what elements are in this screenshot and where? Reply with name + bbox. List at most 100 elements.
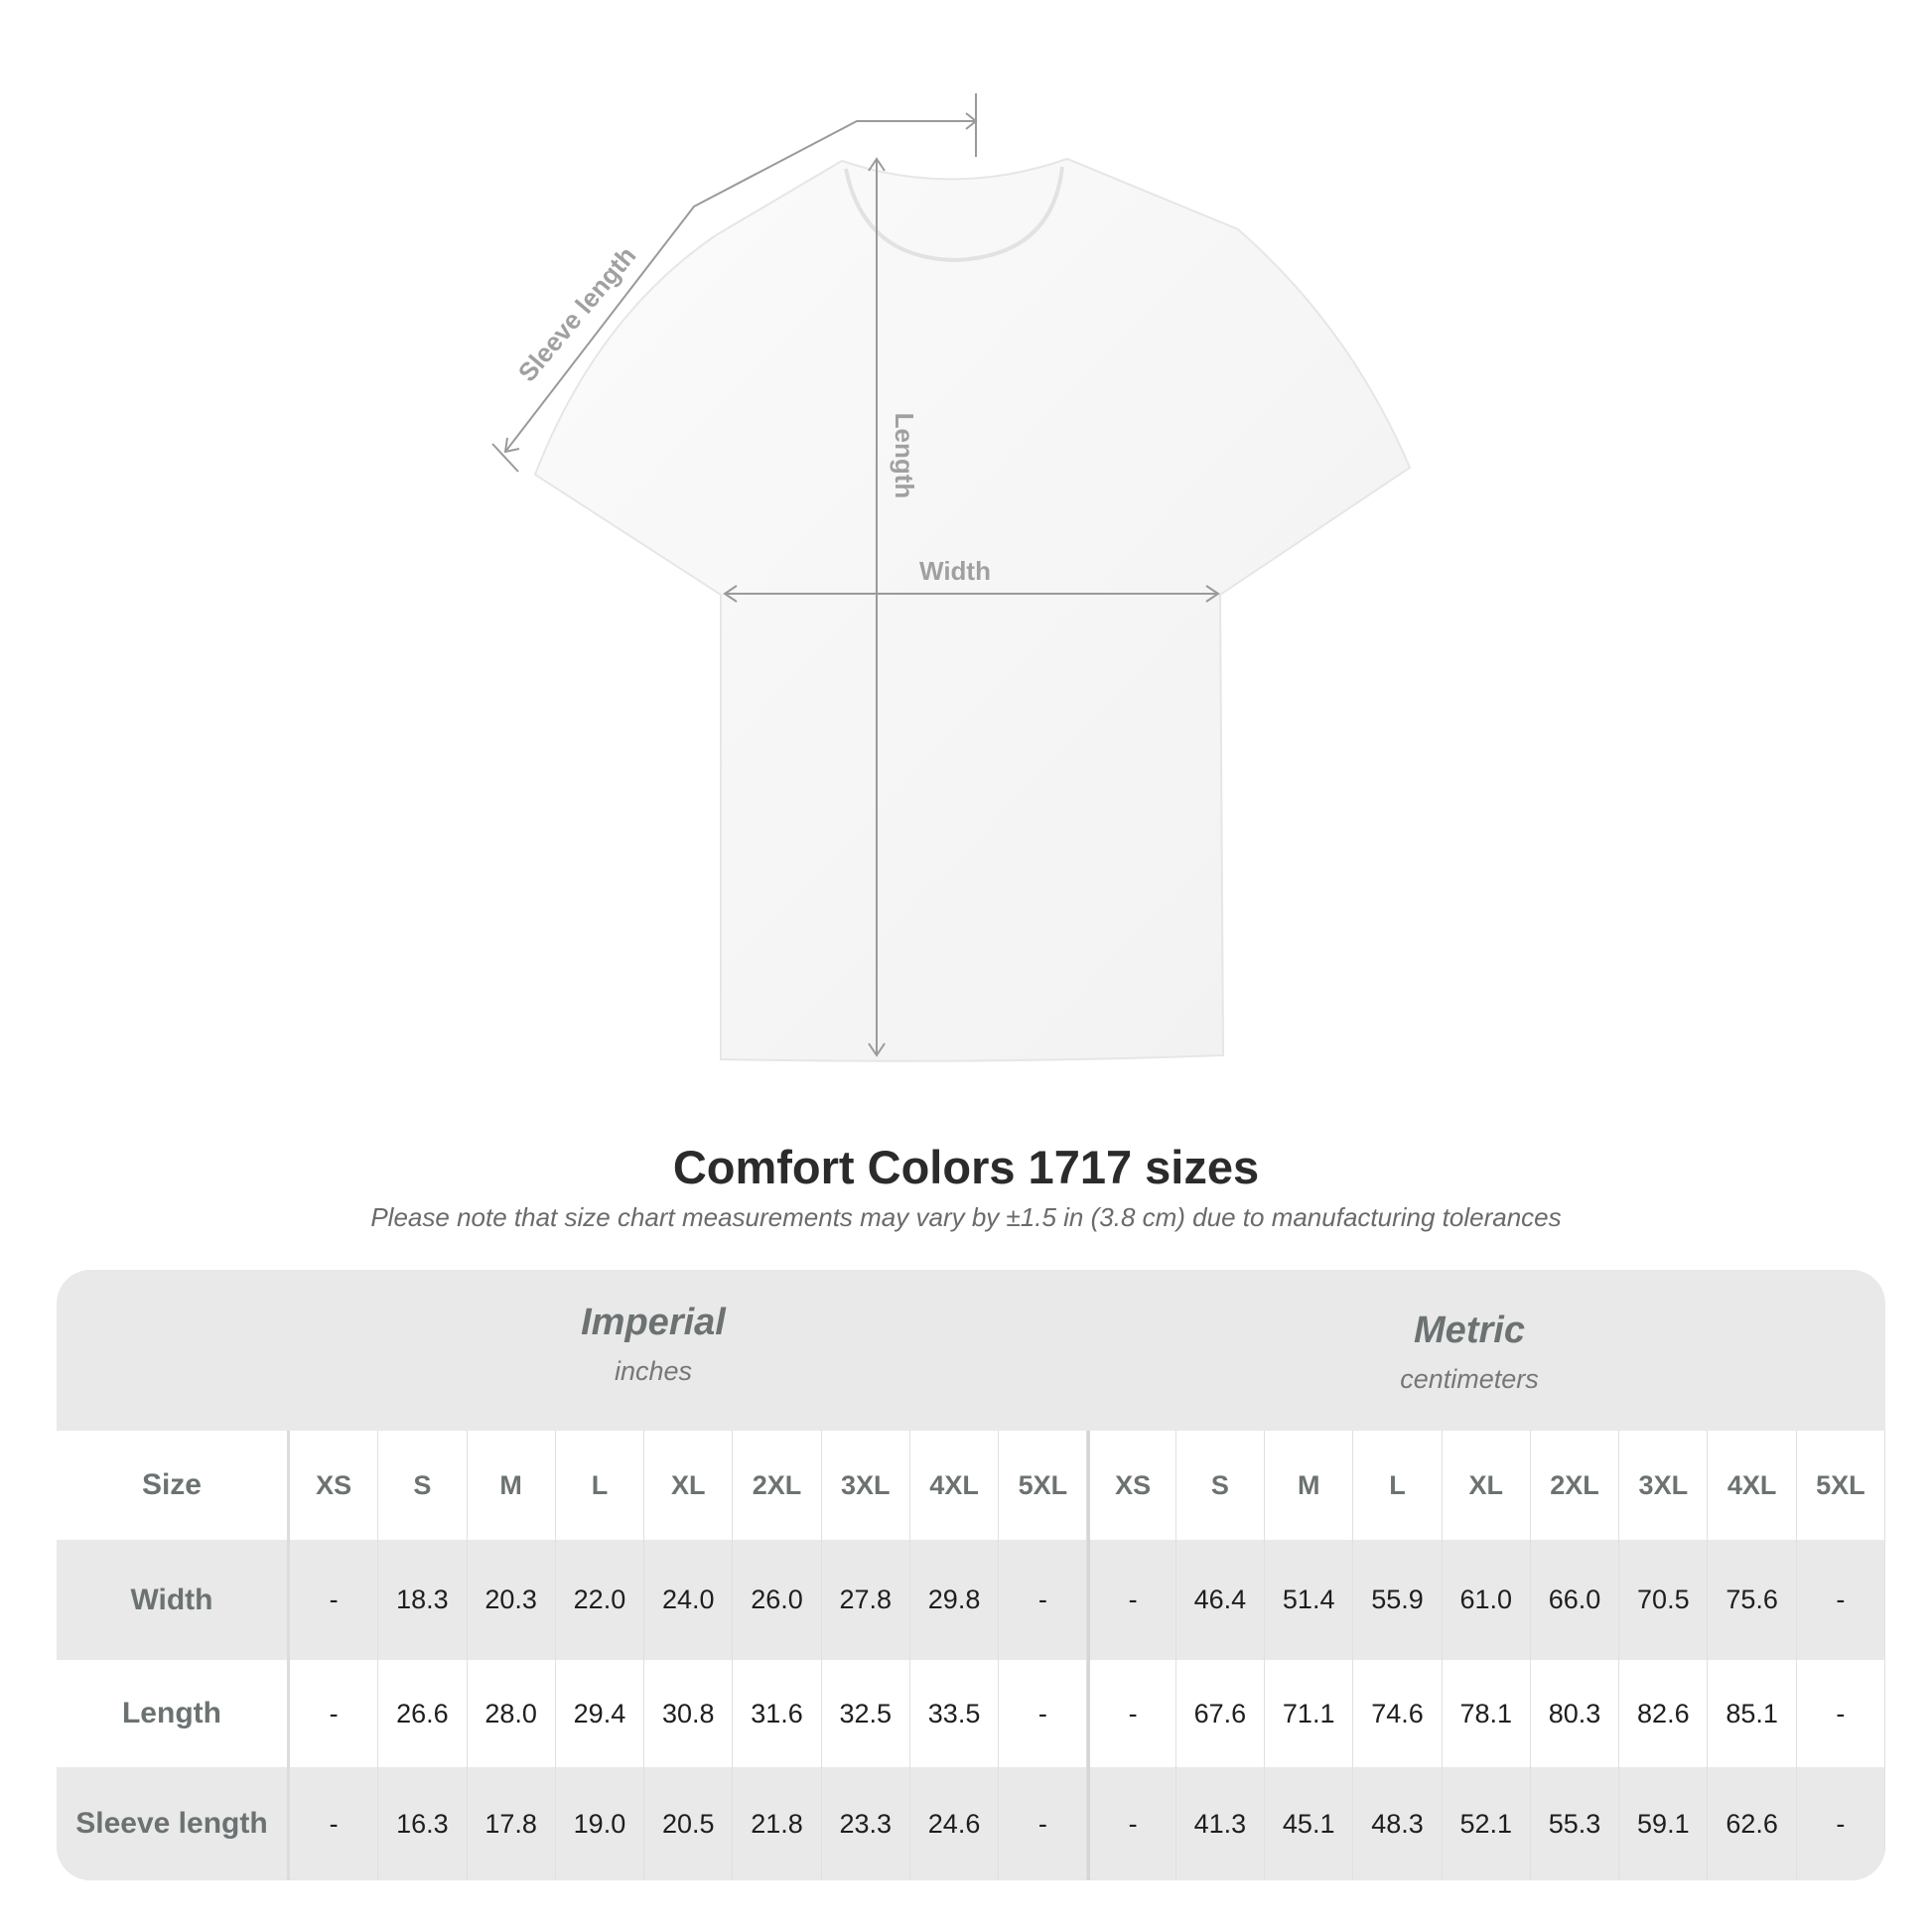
table-cell: 55.9: [1353, 1540, 1443, 1660]
tshirt-shape: [533, 157, 1412, 1062]
table-cell: -: [1087, 1540, 1176, 1660]
table-cell: 55.3: [1531, 1767, 1620, 1880]
table-cell: -: [290, 1767, 379, 1880]
table-cell: M: [468, 1431, 556, 1540]
metric-header: Metric centimeters: [1087, 1310, 1852, 1395]
table-cell: -: [1797, 1660, 1885, 1767]
tolerance-note: Please note that size chart measurements…: [370, 1202, 1562, 1232]
table-cell: 45.1: [1265, 1767, 1354, 1880]
table-cell: XL: [644, 1431, 734, 1540]
table-cell: 26.6: [378, 1660, 468, 1767]
table-cell: 3XL: [822, 1431, 910, 1540]
table-cell: 19.0: [556, 1767, 645, 1880]
table-cell: S: [1176, 1431, 1266, 1540]
table-cell: -: [290, 1540, 379, 1660]
width-arrow-right: [1205, 585, 1220, 603]
size-table: Imperial inches Metric centimeters Size X…: [57, 1270, 1885, 1880]
table-cell: 46.4: [1176, 1540, 1266, 1660]
table-cell: -: [999, 1540, 1088, 1660]
table-cell: 30.8: [644, 1660, 734, 1767]
table-cell: 5XL: [1797, 1431, 1885, 1540]
table-cell: 29.8: [910, 1540, 1000, 1660]
table-cell: 62.6: [1708, 1767, 1797, 1880]
sleeve-tick-end: [491, 443, 519, 473]
table-cell: 26.0: [733, 1540, 822, 1660]
table-cell: 82.6: [1619, 1660, 1709, 1767]
table-cell: -: [290, 1660, 379, 1767]
table-cell: L: [556, 1431, 645, 1540]
tshirt-collar: [844, 166, 1064, 263]
table-cell: 74.6: [1353, 1660, 1443, 1767]
length-arrow-top: [868, 157, 886, 172]
table-cell: 24.0: [644, 1540, 734, 1660]
table-cell: XS: [1087, 1431, 1176, 1540]
table-cell: 75.6: [1708, 1540, 1797, 1660]
row-label: Width: [57, 1540, 290, 1660]
table-cell: -: [999, 1660, 1088, 1767]
table-cell: 4XL: [910, 1431, 1000, 1540]
table-cell: -: [1797, 1767, 1885, 1880]
table-row: Length -26.6 28.0 29.4 30.8 31.6 32.5 33.5- -67.…: [57, 1660, 1885, 1767]
table-cell: -: [1797, 1540, 1885, 1660]
table-cell: -: [1087, 1660, 1176, 1767]
table-cell: 59.1: [1619, 1767, 1709, 1880]
table-cell: 67.6: [1176, 1660, 1266, 1767]
table-cell: 71.1: [1265, 1660, 1354, 1767]
row-label: Length: [57, 1660, 290, 1767]
width-arrow-left: [723, 585, 738, 603]
table-cell: 66.0: [1531, 1540, 1620, 1660]
table-cell: 18.3: [378, 1540, 468, 1660]
imperial-header: Imperial inches: [290, 1302, 1017, 1387]
imperial-title: Imperial: [581, 1302, 726, 1343]
table-cell: 32.5: [822, 1660, 910, 1767]
table-cell: 4XL: [1708, 1431, 1797, 1540]
table-cell: 31.6: [733, 1660, 822, 1767]
imperial-unit: inches: [614, 1356, 693, 1386]
table-cell: 27.8: [822, 1540, 910, 1660]
table-cell: 28.0: [468, 1660, 556, 1767]
table-cell: 20.3: [468, 1540, 556, 1660]
table-cell: L: [1353, 1431, 1443, 1540]
sleeve-arrow-end: [503, 437, 520, 454]
table-cell: M: [1265, 1431, 1354, 1540]
table-cell: 29.4: [556, 1660, 645, 1767]
table-cell: 22.0: [556, 1540, 645, 1660]
size-header-row: Size XS S M L XL 2XL 3XL 4XL 5XL XS S M L XL 2XL 3XL 4XL 5…: [57, 1431, 1885, 1540]
table-cell: XL: [1443, 1431, 1531, 1540]
table-cell: 3XL: [1619, 1431, 1709, 1540]
table-cell: XS: [290, 1431, 379, 1540]
table-cell: 51.4: [1265, 1540, 1354, 1660]
table-cell: 16.3: [378, 1767, 468, 1880]
table-cell: 5XL: [999, 1431, 1088, 1540]
length-arrow-bottom: [868, 1042, 886, 1057]
width-label: Width: [919, 556, 991, 586]
table-cell: 48.3: [1353, 1767, 1443, 1880]
table-cell: 23.3: [822, 1767, 910, 1880]
row-label: Sleeve length: [57, 1767, 290, 1880]
table-cell: 33.5: [910, 1660, 1000, 1767]
table-cell: -: [1087, 1767, 1176, 1880]
tshirt-diagram: Sleeve length Length Width: [491, 93, 1412, 1062]
table-row: Sleeve length -16.3 17.8 19.0 20.5 21.8 23.3 24…: [57, 1767, 1885, 1880]
table-cell: 20.5: [644, 1767, 734, 1880]
table-cell: 61.0: [1443, 1540, 1531, 1660]
metric-unit: centimeters: [1400, 1364, 1539, 1394]
metric-title: Metric: [1414, 1310, 1525, 1351]
table-cell: 85.1: [1708, 1660, 1797, 1767]
table-cell: 2XL: [733, 1431, 822, 1540]
length-label: Length: [890, 413, 919, 499]
table-cell: 78.1: [1443, 1660, 1531, 1767]
table-cell: S: [378, 1431, 468, 1540]
table-cell: 80.3: [1531, 1660, 1620, 1767]
table-cell: 70.5: [1619, 1540, 1709, 1660]
table-cell: 21.8: [733, 1767, 822, 1880]
table-cell: -: [999, 1767, 1088, 1880]
row-label: Size: [57, 1431, 290, 1540]
table-cell: 41.3: [1176, 1767, 1266, 1880]
table-cell: 52.1: [1443, 1767, 1531, 1880]
table-cell: 2XL: [1531, 1431, 1620, 1540]
table-cell: 17.8: [468, 1767, 556, 1880]
sleeve-line: [504, 120, 976, 453]
table-row: Width -18.3 20.3 22.0 24.0 26.0 27.8 29.8- -46.4…: [57, 1540, 1885, 1660]
table-cell: 24.6: [910, 1767, 1000, 1880]
